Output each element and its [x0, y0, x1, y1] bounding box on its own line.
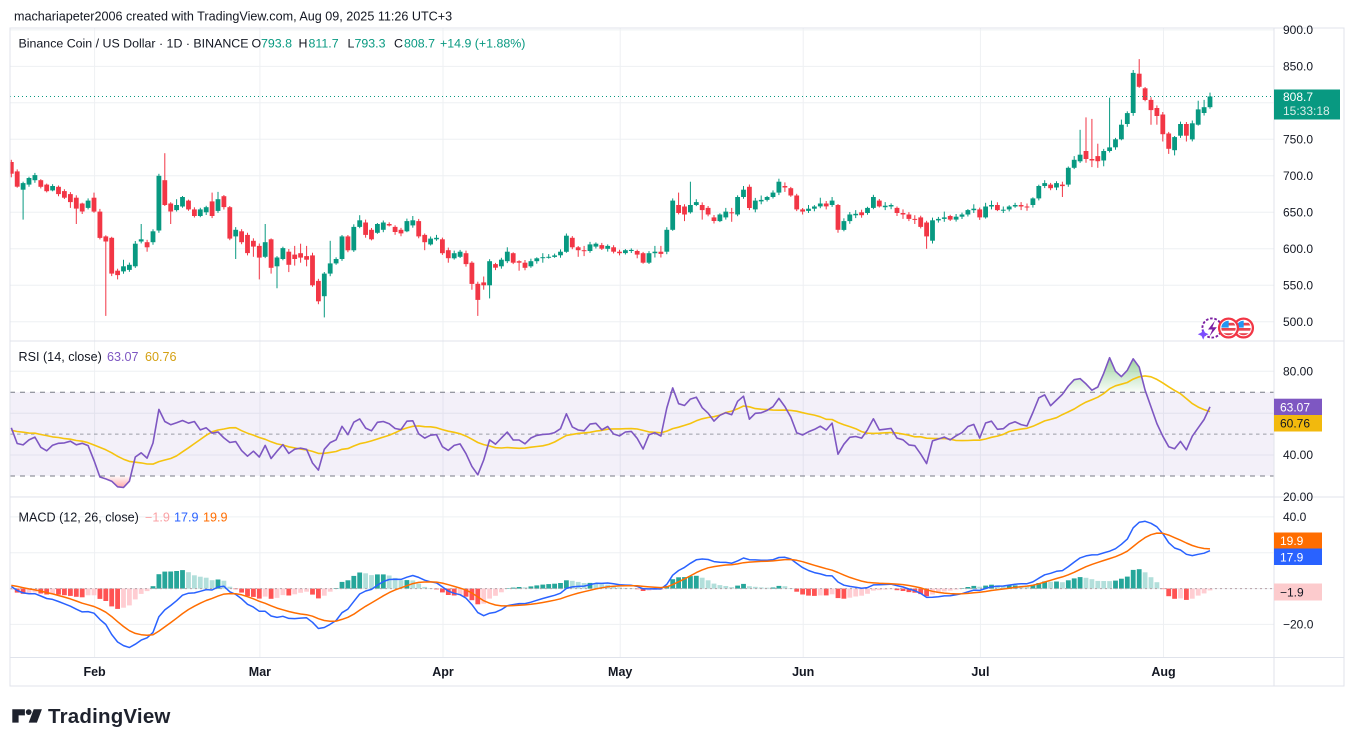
svg-text:650.0: 650.0: [1283, 205, 1313, 219]
svg-text:Apr: Apr: [432, 665, 454, 679]
svg-text:−1.9: −1.9: [145, 511, 170, 525]
svg-text:793.3: 793.3: [355, 37, 386, 51]
svg-text:May: May: [608, 665, 632, 679]
svg-text:60.76: 60.76: [1280, 417, 1310, 431]
svg-text:Binance Coin / US Dollar · 1D: Binance Coin / US Dollar · 1D · BINANCE: [19, 37, 249, 51]
svg-text:811.7: 811.7: [309, 37, 339, 51]
svg-text:−1.9: −1.9: [1280, 586, 1304, 600]
svg-text:600.0: 600.0: [1283, 242, 1313, 256]
svg-text:17.9: 17.9: [174, 511, 199, 525]
svg-text:793.8: 793.8: [261, 37, 292, 51]
svg-text:500.0: 500.0: [1283, 315, 1313, 329]
svg-text:Aug: Aug: [1151, 665, 1175, 679]
svg-text:−20.0: −20.0: [1283, 617, 1314, 631]
svg-text:63.07: 63.07: [1280, 400, 1310, 414]
svg-text:MACD (12, 26, close): MACD (12, 26, close): [19, 511, 139, 525]
svg-text:808.7: 808.7: [404, 37, 435, 51]
svg-text:808.7: 808.7: [1283, 90, 1313, 104]
svg-text:RSI (14, close): RSI (14, close): [19, 350, 102, 364]
svg-text:C: C: [394, 37, 403, 51]
svg-text:L: L: [348, 37, 355, 51]
svg-text:17.9: 17.9: [1280, 550, 1304, 564]
svg-text:900.0: 900.0: [1283, 23, 1313, 37]
svg-text:60.76: 60.76: [145, 350, 177, 364]
svg-text:850.0: 850.0: [1283, 59, 1313, 73]
svg-text:Mar: Mar: [249, 665, 271, 679]
svg-text:H: H: [299, 37, 308, 51]
svg-text:+14.9 (+1.88%): +14.9 (+1.88%): [440, 37, 525, 51]
svg-text:700.0: 700.0: [1283, 169, 1313, 183]
svg-text:19.9: 19.9: [203, 511, 228, 525]
svg-text:Jun: Jun: [792, 665, 814, 679]
svg-text:40.00: 40.00: [1283, 448, 1313, 462]
svg-text:Feb: Feb: [83, 665, 106, 679]
svg-text:20.00: 20.00: [1283, 490, 1313, 504]
svg-text:Jul: Jul: [971, 665, 989, 679]
svg-text:machariapeter2006 created with: machariapeter2006 created with TradingVi…: [14, 10, 452, 24]
svg-text:550.0: 550.0: [1283, 278, 1313, 292]
svg-text:TradingView: TradingView: [48, 705, 171, 728]
svg-text:40.0: 40.0: [1283, 510, 1307, 524]
svg-text:O: O: [252, 37, 262, 51]
svg-text:19.9: 19.9: [1280, 534, 1304, 548]
svg-text:80.00: 80.00: [1283, 364, 1313, 378]
svg-text:15:33:18: 15:33:18: [1283, 104, 1330, 118]
svg-text:63.07: 63.07: [107, 350, 139, 364]
svg-text:750.0: 750.0: [1283, 132, 1313, 146]
